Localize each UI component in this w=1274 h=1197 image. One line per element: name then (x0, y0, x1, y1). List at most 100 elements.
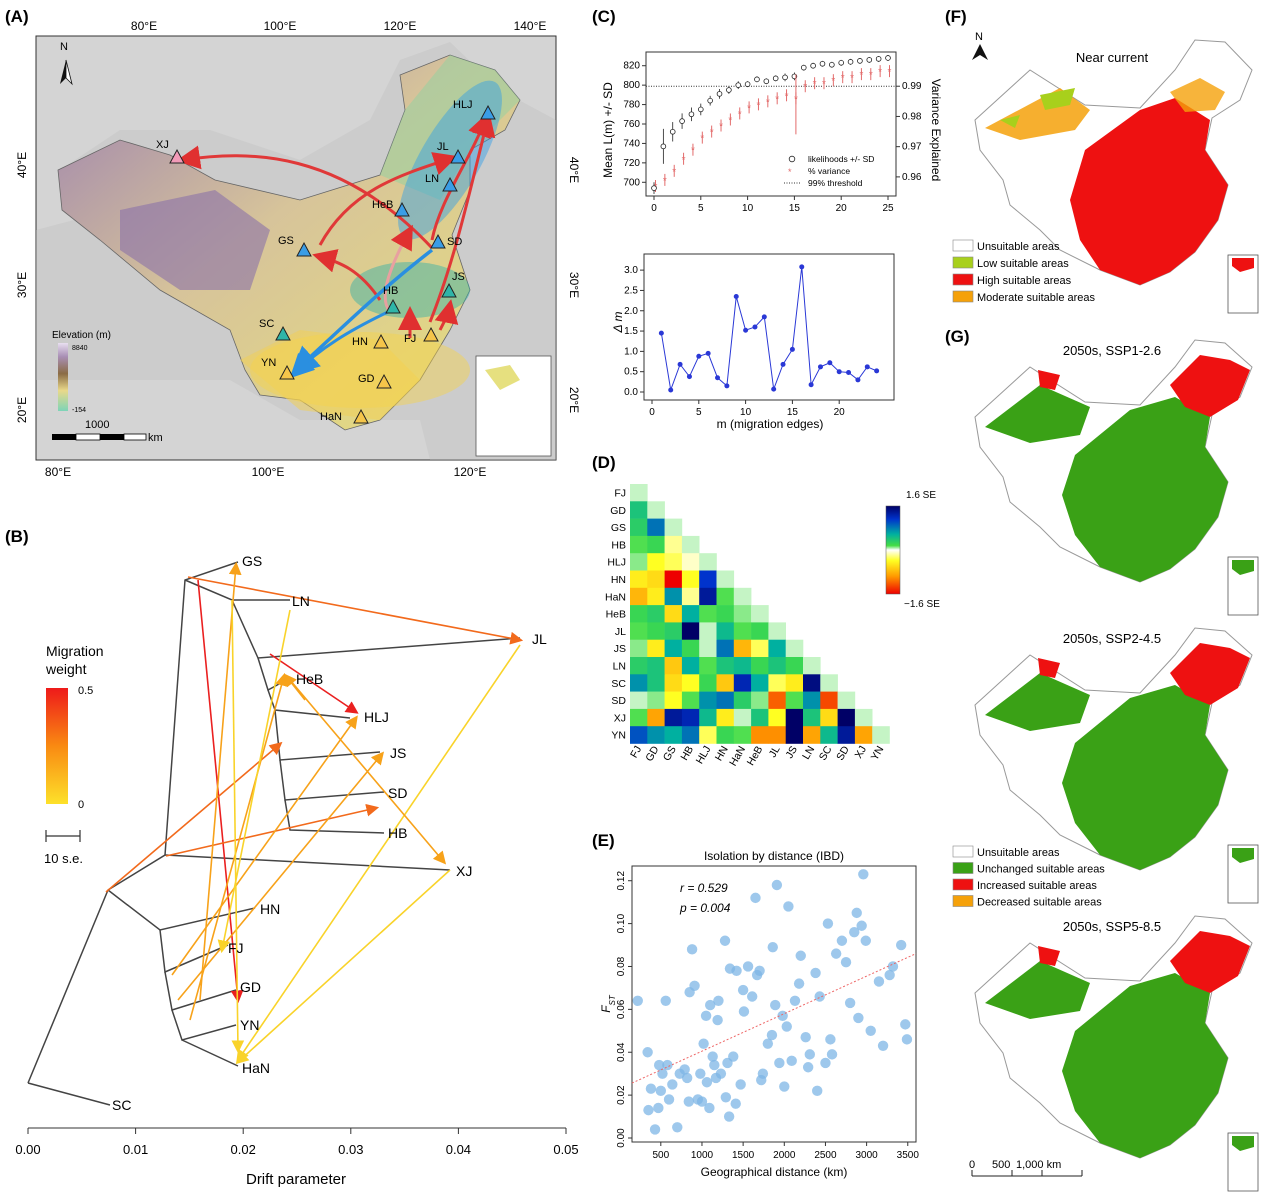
d-heat-cell (681, 622, 700, 640)
e-point (786, 1055, 797, 1067)
pop-label-ln: LN (425, 173, 439, 185)
d-heat-cell (803, 708, 821, 727)
d-heat-cell (664, 726, 683, 744)
d-heat-cell (630, 674, 648, 692)
scale-value-a: 1000 (85, 419, 109, 431)
lon-bottom-80: 80°E (45, 465, 71, 479)
c-bottom-point (705, 350, 711, 356)
c-ylabel-left: Mean L(m) +/- SD (601, 82, 615, 178)
c-bottom-ytick-label: 3.0 (624, 265, 638, 276)
d-col-label: YN (869, 744, 887, 763)
e-xtick-label: 3500 (897, 1150, 920, 1161)
e-point (770, 999, 781, 1011)
c-top-ytick-right-label: 0.99 (902, 81, 922, 92)
c-bottom-point (846, 370, 852, 375)
e-point (735, 1079, 746, 1090)
g-legend-label: Decreased suitable areas (977, 897, 1102, 909)
e-point (771, 879, 783, 891)
d-heat-cell (647, 639, 665, 658)
lat-right-30: 30°E (567, 272, 581, 298)
c-bottom-point (761, 314, 767, 320)
g-scale-0: 0 (969, 1159, 975, 1171)
d-heat-cell (768, 657, 786, 675)
d-heat-cell (630, 553, 648, 571)
e-point (696, 1096, 708, 1107)
migration-legend-title-1: Migration (46, 643, 104, 659)
c-legend-threshold: 99% threshold (808, 178, 863, 188)
d-heat-cell (716, 708, 735, 727)
e-point (825, 1034, 836, 1045)
e-ytick-label: 0.00 (616, 1128, 627, 1148)
c-variance-point: * (888, 67, 892, 78)
c-bottom-point (686, 374, 692, 380)
d-heat-cell (768, 726, 786, 744)
d-heat-cell (647, 570, 665, 589)
tip-hn: HN (260, 901, 280, 917)
lat-left-20: 20°E (15, 397, 29, 423)
d-heat-cell (647, 657, 665, 675)
c-bottom-line (660, 266, 877, 392)
d-heat-cell (681, 570, 700, 589)
c-bottom-point (817, 364, 823, 370)
e-point (793, 978, 805, 989)
population-markers-a (169, 104, 496, 424)
d-heat-cell (699, 622, 717, 640)
migration-legend-max: 0.5 (78, 685, 93, 697)
c-bottom-point (771, 386, 777, 392)
c-top-ytick-label: 780 (623, 100, 640, 111)
c-top-xtick-label: 10 (742, 203, 754, 214)
panel-label-d: (D) (592, 453, 616, 472)
d-col-label: GD (643, 744, 661, 764)
d-row-label: HLJ (607, 557, 626, 569)
c-likelihood-point (810, 62, 816, 69)
c-variance-point: * (738, 109, 742, 120)
d-col-label: SD (834, 744, 852, 763)
panel-label-e: (E) (592, 831, 615, 850)
d-heat-cell (630, 570, 648, 589)
c-bottom-point (696, 353, 702, 359)
d-heat-cell (751, 691, 769, 710)
g-unchanged-area (1062, 397, 1228, 582)
elevation-max: 8840 (72, 345, 88, 352)
d-heat-cell (716, 726, 735, 744)
e-point (800, 1032, 811, 1043)
d-heat-cell (785, 657, 804, 675)
lon-top-140: 140°E (514, 19, 547, 33)
e-ylabel: FST (599, 994, 617, 1013)
d-heat-cell (630, 587, 648, 606)
migration-legend-min: 0 (78, 799, 84, 811)
d-heat-cell (699, 691, 717, 710)
d-heat-cell (751, 708, 769, 727)
d-heat-cell (751, 674, 769, 692)
g-unchanged-area-north (985, 961, 1090, 1019)
e-xlabel: Geographical distance (km) (701, 1165, 848, 1179)
c-variance-point: * (775, 94, 779, 105)
d-heat-cell (820, 674, 838, 692)
e-point (840, 956, 852, 968)
d-heat-cell (699, 587, 717, 606)
e-ytick-label: 0.04 (616, 1042, 627, 1062)
c-likelihood-point (866, 57, 873, 63)
d-row-label: JL (615, 626, 626, 638)
e-point (858, 869, 869, 880)
tip-yn: YN (240, 1017, 259, 1033)
e-point (781, 1021, 792, 1032)
c-variance-point: * (850, 73, 854, 84)
c-variance-point: * (747, 103, 751, 114)
tip-hlj: HLJ (364, 709, 389, 725)
d-col-label: LN (800, 744, 817, 762)
f-title: Near current (1076, 50, 1149, 65)
e-ytick-label: 0.02 (616, 1085, 627, 1105)
d-scale-min: −1.6 SE (904, 599, 940, 610)
d-heat-cell (768, 674, 786, 692)
elevation-title: Elevation (m) (52, 330, 111, 341)
e-point (820, 1057, 831, 1069)
d-col-label: FJ (628, 744, 644, 760)
d-heat-cell (664, 605, 683, 623)
e-point (901, 1034, 913, 1045)
c-likelihood-point (829, 61, 835, 68)
e-point (812, 1085, 823, 1097)
c-bottom-point (752, 324, 758, 330)
c-top-ytick-right-label: 0.96 (902, 172, 922, 183)
c-bottom-xtick-label: 0 (649, 407, 655, 418)
